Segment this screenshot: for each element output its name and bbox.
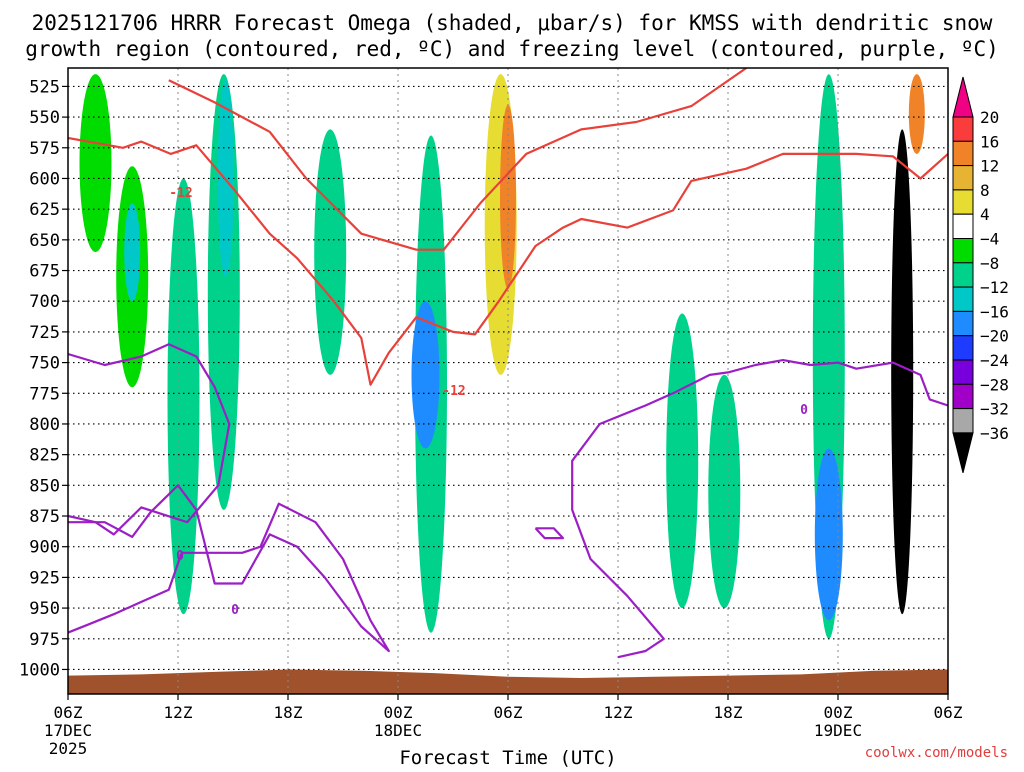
omega-shading-layer <box>79 74 925 639</box>
colorbar-bottom-arrow <box>952 432 974 474</box>
colorbar-label: −16 <box>980 302 1009 321</box>
y-tick-label: 725 <box>29 323 60 343</box>
y-tick-label: 525 <box>29 77 60 97</box>
colorbar-label: 16 <box>980 132 999 151</box>
colorbar-segment <box>952 189 974 215</box>
y-tick-label: 675 <box>29 262 60 282</box>
y-tick-label: 875 <box>29 507 60 527</box>
y-tick-label: 750 <box>29 354 60 374</box>
colorbar-segment <box>952 408 974 434</box>
omega-region-green-column-h1 <box>79 74 112 253</box>
x-tick-label: 18Z <box>714 703 743 722</box>
colorbar-segment <box>952 140 974 167</box>
x-tick-label: 06Z <box>494 703 523 722</box>
y-tick-label: 825 <box>29 446 60 466</box>
omega-region-orange-streak-h46 <box>908 74 925 154</box>
x-tick-date-label: 17DEC <box>44 721 92 740</box>
colorbar-segment <box>952 213 974 239</box>
x-axis-label: Forecast Time (UTC) <box>399 747 616 768</box>
y-tick-label: 800 <box>29 415 60 435</box>
colorbar-label: −24 <box>980 351 1009 370</box>
y-tick-label: 775 <box>29 384 60 404</box>
colorbar-segment <box>952 116 974 142</box>
chart-title-line1: 2025121706 HRRR Forecast Omega (shaded, … <box>32 11 993 35</box>
colorbar-segment <box>952 165 974 191</box>
y-tick-label: 625 <box>29 200 60 220</box>
x-tick-label: 06Z <box>934 703 963 722</box>
omega-region-black-core-h45.5 <box>891 129 914 615</box>
colorbar-segment <box>952 310 974 337</box>
colorbar-segment <box>952 359 974 385</box>
freezing-contour-zero-lower <box>571 359 948 659</box>
colorbar-segment <box>952 335 974 361</box>
y-tick-label: 925 <box>29 568 60 588</box>
credit-link[interactable]: coolwx.com/models <box>865 745 1008 761</box>
omega-region-blue-core-h20 <box>411 301 440 449</box>
omega-region-green-column-h14.5 <box>314 129 347 375</box>
colorbar-label: −36 <box>980 424 1009 443</box>
x-tick-label: 00Z <box>824 703 853 722</box>
omega-region-cyan-core-h3.5 <box>124 203 141 302</box>
colorbar-segment <box>952 262 974 288</box>
colorbar-segment <box>952 238 974 264</box>
y-axis: 525 550 575 600 625 650 675 700 725 750 775 800 825 8… <box>19 77 68 680</box>
colorbar-label: 20 <box>980 108 999 127</box>
colorbar-segment <box>952 286 974 312</box>
colorbar-label: −12 <box>980 278 1009 297</box>
chart-title-line2: growth region (contoured, red, ºC) and f… <box>25 37 999 61</box>
x-tick-label: 18Z <box>274 703 303 722</box>
colorbar-top-arrow <box>952 76 974 118</box>
colorbar-label: −8 <box>980 254 999 273</box>
dgz-contour-m12-lower <box>68 136 948 386</box>
y-tick-label: 850 <box>29 476 60 496</box>
y-tick-label: 950 <box>29 599 60 619</box>
y-tick-label: 550 <box>29 108 60 128</box>
y-tick-label: 1000 <box>19 660 60 680</box>
freezing-contour-zero-loop-small <box>68 484 390 653</box>
dgz-contour-m12-upper <box>168 68 747 251</box>
colorbar-label: 4 <box>980 205 990 224</box>
colorbar-label: −32 <box>980 400 1009 419</box>
x-tick-year-label: 2025 <box>49 739 88 758</box>
freezing-contour-zero-upper <box>68 343 231 536</box>
omega-region-blue-core-h42 <box>814 448 843 621</box>
colorbar-segment <box>952 383 974 410</box>
y-tick-label: 650 <box>29 231 60 251</box>
x-tick-label: 12Z <box>164 703 193 722</box>
x-tick-label: 00Z <box>384 703 413 722</box>
y-tick-label: 975 <box>29 630 60 650</box>
y-tick-label: 600 <box>29 169 60 189</box>
y-tick-label: 900 <box>29 538 60 558</box>
freezing-contour-zero-blob <box>534 527 565 540</box>
omega-region-green-column-h33 <box>666 313 699 609</box>
colorbar-label: 12 <box>980 157 999 176</box>
freezing-contour-label: 0 <box>176 549 184 564</box>
grid-layer <box>68 68 948 694</box>
x-tick-label: 12Z <box>604 703 633 722</box>
y-tick-label: 700 <box>29 292 60 312</box>
colorbar-label: −4 <box>980 230 999 249</box>
colorbar-label: −28 <box>980 375 1009 394</box>
colorbar-label: −20 <box>980 327 1009 346</box>
y-tick-label: 575 <box>29 139 60 159</box>
x-tick-date-label: 19DEC <box>814 721 862 740</box>
dgz-contour-label: -12 <box>442 384 465 399</box>
colorbar: 20 16 12 8 4 −4 −8 −12 −16 −20 −24 −28 −32 −36 <box>952 76 1009 474</box>
dgz-contour-label: -12 <box>169 186 192 201</box>
omega-region-green-column-h36 <box>708 374 741 609</box>
colorbar-label: 8 <box>980 181 990 200</box>
freezing-contour-label: 0 <box>231 603 239 618</box>
contour-layer <box>68 68 948 659</box>
x-tick-label: 06Z <box>54 703 83 722</box>
omega-region-orange-core-h23.5 <box>500 104 516 290</box>
x-tick-date-label: 18DEC <box>374 721 422 740</box>
freezing-contour-label: 0 <box>800 403 808 418</box>
